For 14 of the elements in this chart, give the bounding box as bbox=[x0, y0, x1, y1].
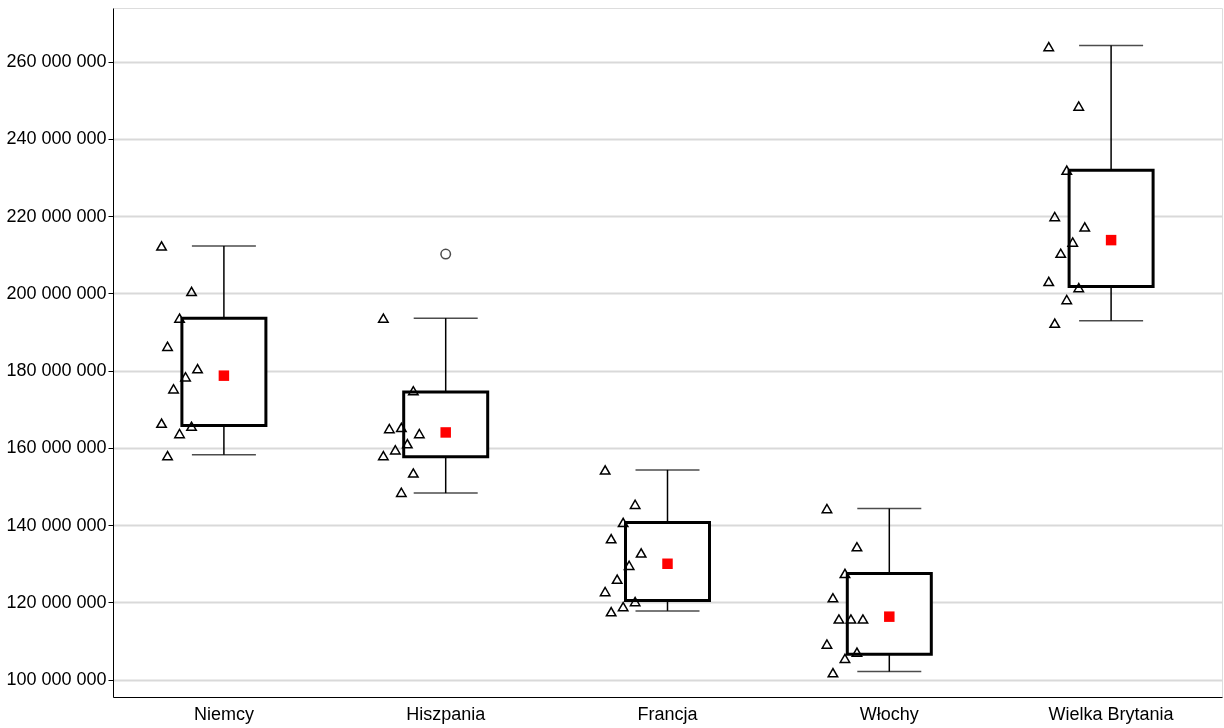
y-tick-label: 220 000 000 bbox=[6, 205, 107, 226]
x-tick-label: Włochy bbox=[859, 703, 919, 724]
x-tick-label: Niemcy bbox=[193, 703, 254, 724]
y-tick-label: 140 000 000 bbox=[6, 514, 107, 535]
y-tick-label: 160 000 000 bbox=[6, 437, 107, 458]
x-tick-label: Francja bbox=[637, 703, 699, 724]
y-tick-label: 180 000 000 bbox=[6, 360, 107, 381]
y-tick-label: 260 000 000 bbox=[6, 51, 107, 72]
y-tick-label: 100 000 000 bbox=[6, 669, 107, 690]
y-tick-label: 200 000 000 bbox=[6, 282, 107, 303]
x-tick-label: Wielka Brytania bbox=[1048, 703, 1175, 724]
x-tick-label: Hiszpania bbox=[406, 703, 487, 724]
y-tick-label: 120 000 000 bbox=[6, 591, 107, 612]
y-tick-label: 240 000 000 bbox=[6, 128, 107, 149]
